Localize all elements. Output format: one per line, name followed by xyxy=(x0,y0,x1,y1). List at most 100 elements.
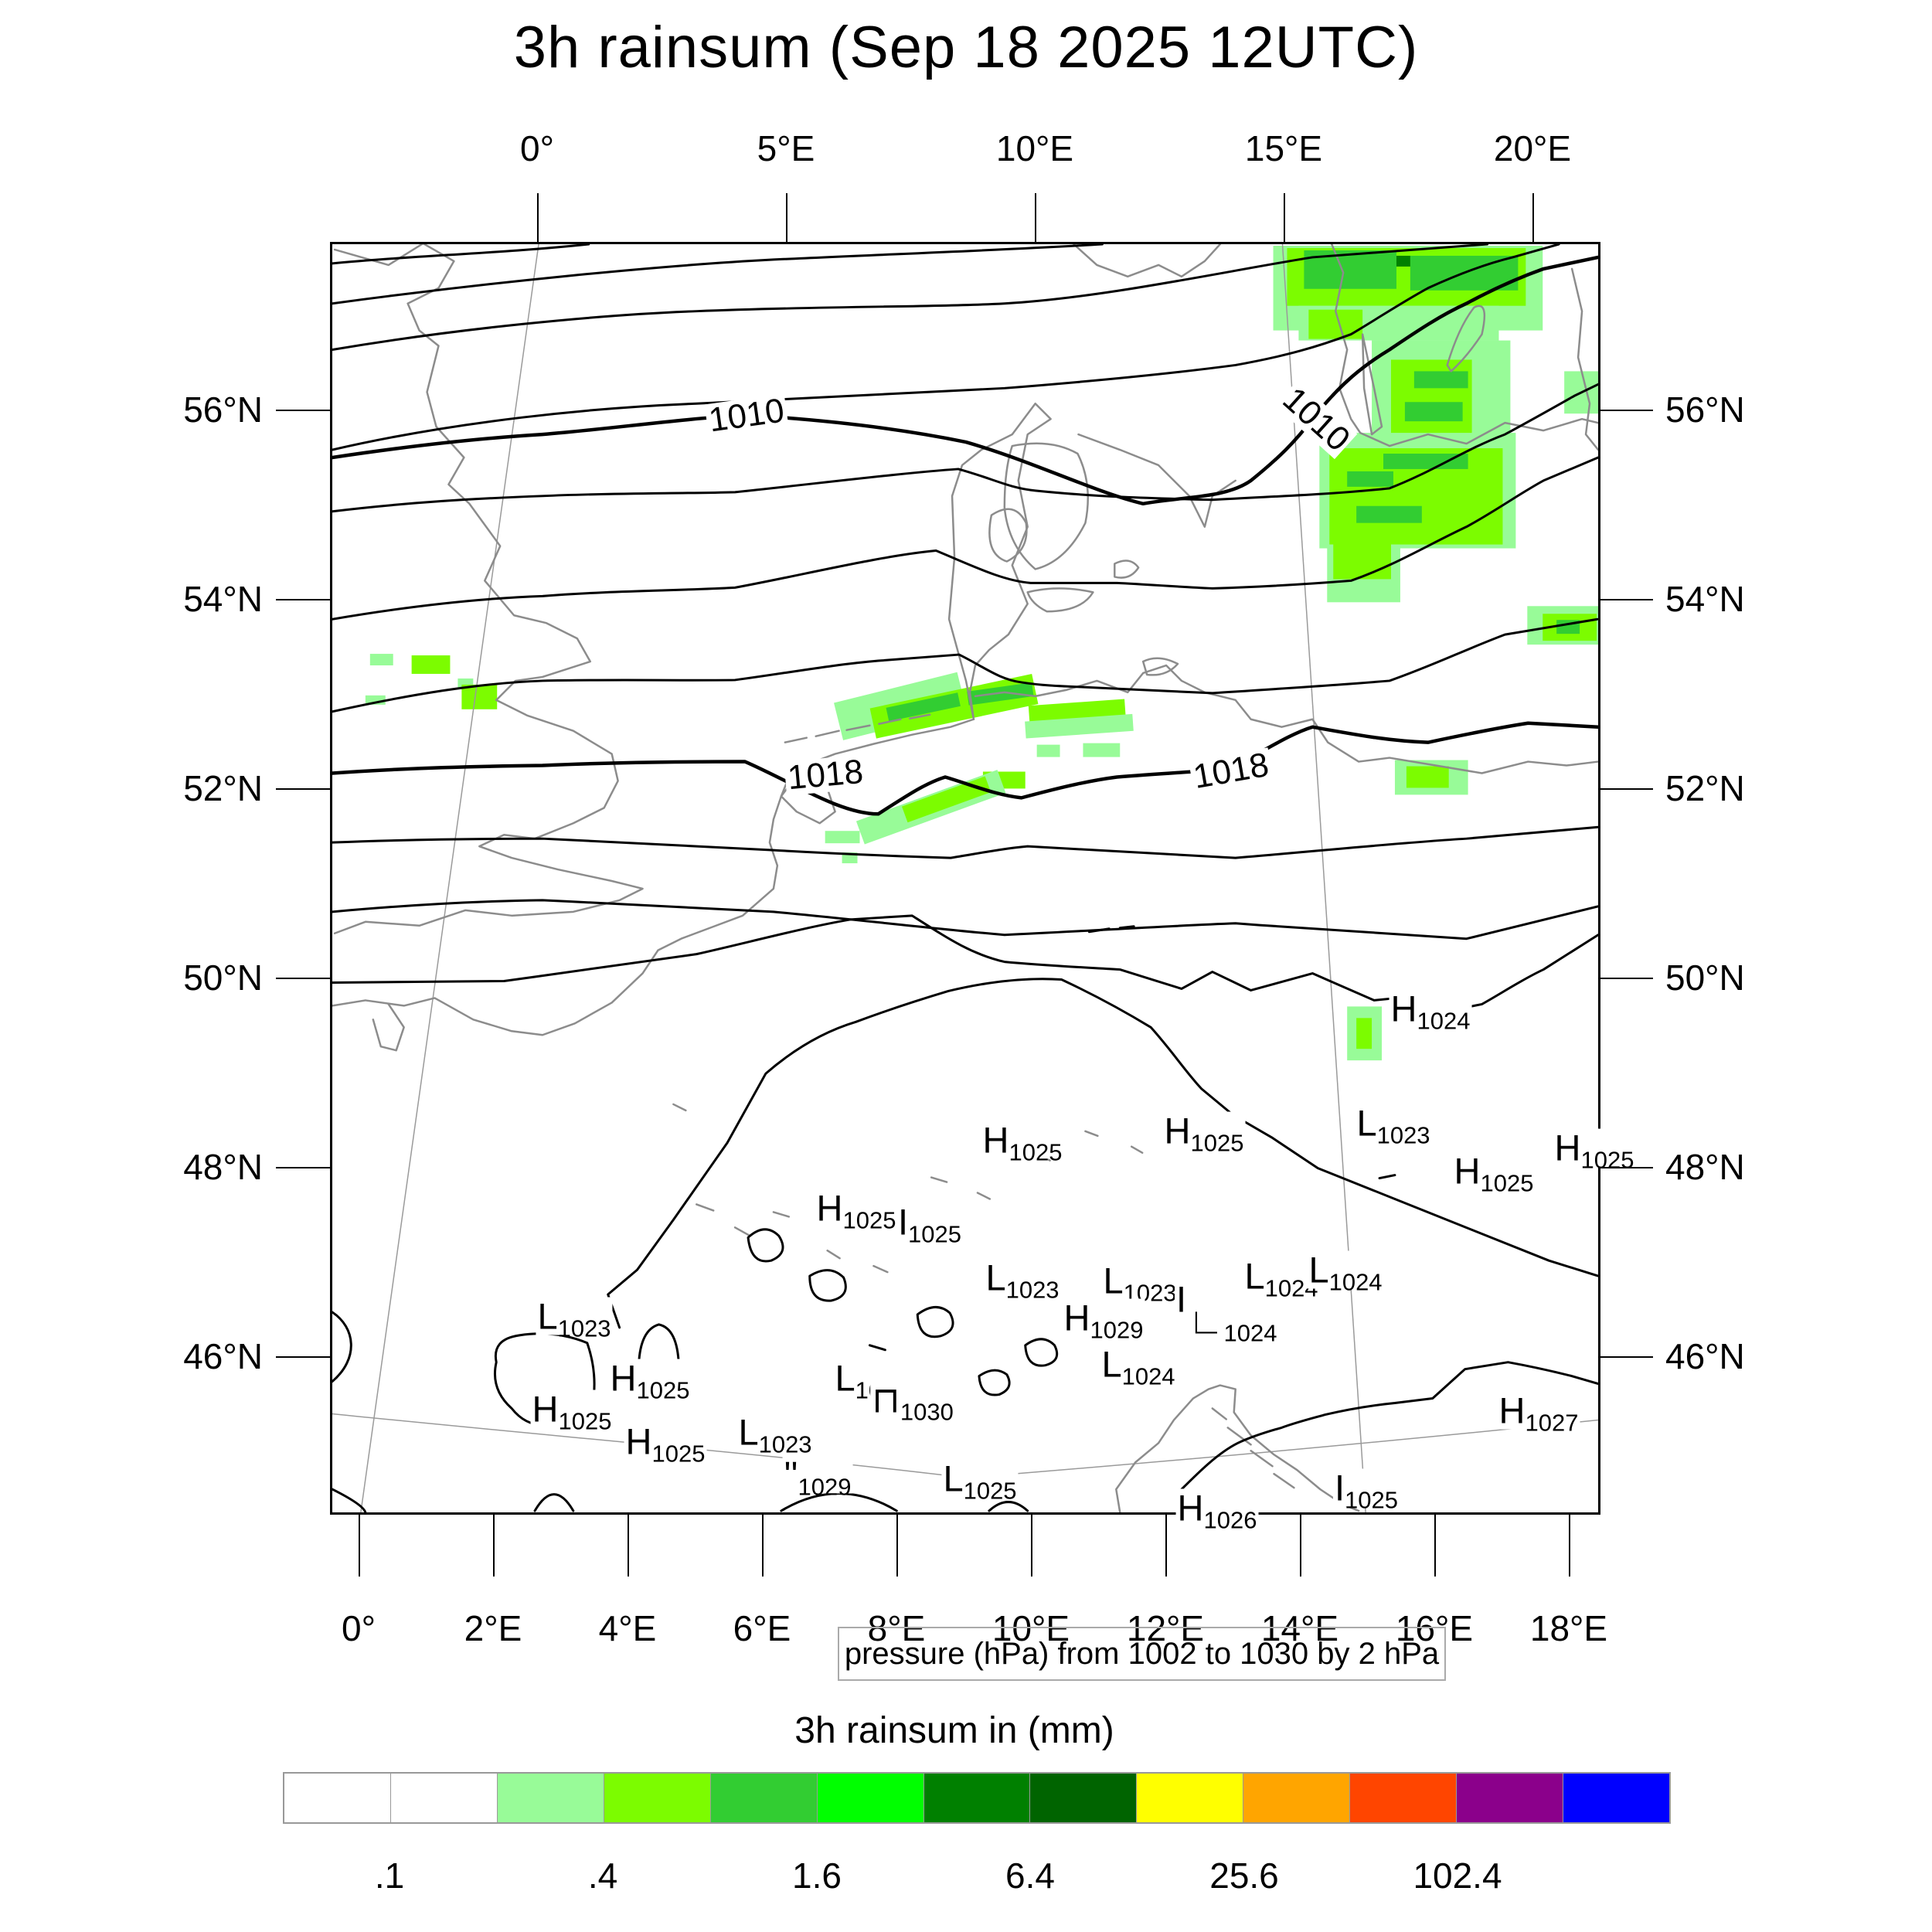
pressure-marker-''-1029: ''1029 xyxy=(782,1455,853,1499)
rain-cell xyxy=(1333,536,1391,580)
pressure-marker-letter: L xyxy=(1103,1260,1124,1301)
pressure-marker-letter: H xyxy=(816,1187,843,1229)
contour-1010 xyxy=(332,255,1598,506)
pressure-marker-letter: I xyxy=(1334,1467,1345,1509)
island-oland xyxy=(1361,333,1383,436)
axis-tick xyxy=(537,193,539,242)
contour-bottom-c xyxy=(988,1501,1029,1512)
pressure-marker-value: 1025 xyxy=(1480,1169,1534,1197)
left-axis-label: 52°N xyxy=(183,768,263,808)
pressure-marker-H-1027: H1027 xyxy=(1497,1391,1580,1435)
pressure-marker-H-1025: H1025 xyxy=(624,1420,707,1466)
pressure-marker-letter: L xyxy=(985,1257,1006,1298)
contour-1012 xyxy=(332,383,1598,513)
axis-tick xyxy=(1532,193,1534,242)
pressure-contours xyxy=(332,244,1598,1512)
axis-tick xyxy=(276,410,330,411)
axis-tick xyxy=(896,1515,898,1577)
map-plot-area: 1010 1010 1018 1018 H1024 L1023 H1025 H1025 H10… xyxy=(330,242,1636,1532)
pressure-marker-⊓-1030: ⊓1030 xyxy=(870,1379,955,1424)
contour-1014 xyxy=(332,456,1598,621)
alps-squiggle-4 xyxy=(1024,1338,1059,1367)
contour-bottom-a xyxy=(533,1493,575,1512)
pressure-marker-value: 1025 xyxy=(963,1477,1017,1505)
axis-tick xyxy=(493,1515,495,1577)
chart-title: 3h rainsum (Sep 18 2025 12UTC) xyxy=(513,15,1419,80)
pressure-marker-L-1025: L1025 xyxy=(941,1459,1019,1503)
pressure-marker-letter: ⊓ xyxy=(872,1379,900,1420)
pressure-marker-letter: L xyxy=(1244,1255,1265,1297)
alps-squiggle-2 xyxy=(808,1269,847,1302)
colorbar-tick-label: 1.6 xyxy=(792,1855,842,1896)
bottom-axis-label: 4°E xyxy=(598,1608,657,1648)
pressure-marker-H-1025: H1025 xyxy=(608,1357,692,1403)
pressure-marker-H-1025: H1025 xyxy=(1452,1151,1536,1196)
map-canvas xyxy=(332,244,1598,1512)
pressure-marker-L-1023: L1023 xyxy=(536,1297,613,1341)
contour-1016 xyxy=(332,617,1598,713)
axis-tick xyxy=(1165,1515,1167,1577)
coast-jutland xyxy=(947,403,1052,720)
pressure-marker-letter: ∟ xyxy=(1188,1300,1224,1342)
pressure-marker-value: 1026 xyxy=(1203,1506,1257,1534)
alps-dashes xyxy=(868,925,1396,1417)
colorbar-tick-label: .1 xyxy=(374,1855,405,1896)
rain-cell xyxy=(902,776,992,823)
pressure-marker-H-1025: H1025 xyxy=(815,1187,898,1233)
pressure-marker-value: 1029 xyxy=(1090,1316,1144,1344)
pressure-marker-value: 1024 xyxy=(1223,1319,1277,1347)
axis-tick xyxy=(1600,599,1653,600)
pressure-marker-value: 1024 xyxy=(1328,1268,1383,1296)
alps-squiggle-3 xyxy=(916,1305,954,1338)
pressure-marker-letter: H xyxy=(625,1420,652,1462)
pressure-marker-letter: L xyxy=(835,1357,855,1399)
coast-baltic-east xyxy=(1570,267,1598,451)
pressure-marker-value: 1025 xyxy=(636,1376,690,1404)
pressure-marker-value: 1023 xyxy=(1376,1121,1430,1149)
rain-cell xyxy=(1025,713,1134,739)
rain-cell xyxy=(1347,471,1393,487)
top-axis-label: 0° xyxy=(520,128,554,168)
pressure-marker-value: 1029 xyxy=(798,1473,852,1501)
pressure-caption-box: pressure (hPa) from 1002 to 1030 by 2 hP… xyxy=(838,1627,1446,1681)
axis-tick xyxy=(1600,410,1653,411)
pressure-marker-value: 1025 xyxy=(558,1407,612,1435)
colorbar-segment xyxy=(284,1774,391,1822)
pressure-marker-value: 1025 xyxy=(1009,1138,1063,1166)
axis-tick xyxy=(1569,1515,1570,1577)
pressure-marker-L-1024: L1024 xyxy=(1307,1250,1384,1294)
pressure-marker-I-1025: I1025 xyxy=(1332,1467,1400,1512)
pressure-marker-H-1025: H1025 xyxy=(981,1121,1064,1165)
coast-adriatic xyxy=(1115,1384,1360,1512)
colorbar-tick-label: 6.4 xyxy=(1005,1855,1055,1896)
island-lolland xyxy=(1026,587,1094,613)
pressure-marker-H-1025: H1025 xyxy=(1553,1128,1636,1172)
bottom-axis-label: 14°E xyxy=(1260,1608,1339,1648)
axis-tick xyxy=(1284,193,1285,242)
axis-tick xyxy=(1600,1356,1653,1358)
meridian-0deg xyxy=(360,244,539,1512)
contour-1008 xyxy=(332,244,1560,451)
alps-squiggle-6 xyxy=(978,1369,1011,1396)
colorbar-segment xyxy=(1243,1774,1351,1822)
coast-sweden-west xyxy=(1331,244,1598,447)
axis-tick xyxy=(276,1356,330,1358)
rain-cell xyxy=(1036,744,1060,757)
colorbar-tick-label: 25.6 xyxy=(1209,1855,1279,1896)
rain-cell xyxy=(1413,371,1468,389)
left-axis-label: 48°N xyxy=(183,1147,263,1187)
rain-cell xyxy=(1404,402,1463,422)
left-axis-label: 46°N xyxy=(183,1336,263,1376)
contour-1006 xyxy=(332,244,1489,351)
axis-tick xyxy=(1600,788,1653,790)
pressure-marker-letter: H xyxy=(610,1357,637,1399)
right-axis-label: 48°N xyxy=(1665,1147,1745,1187)
coast-uk-east xyxy=(333,244,644,934)
pressure-marker-value: 1025 xyxy=(651,1440,706,1468)
pressure-marker-I-1025: I1025 xyxy=(896,1202,964,1247)
island-gotland xyxy=(1446,304,1486,372)
rain-cell xyxy=(1406,766,1449,788)
pressure-marker-H-1026: H1026 xyxy=(1175,1488,1259,1532)
pressure-marker-value: 1025 xyxy=(908,1220,962,1248)
